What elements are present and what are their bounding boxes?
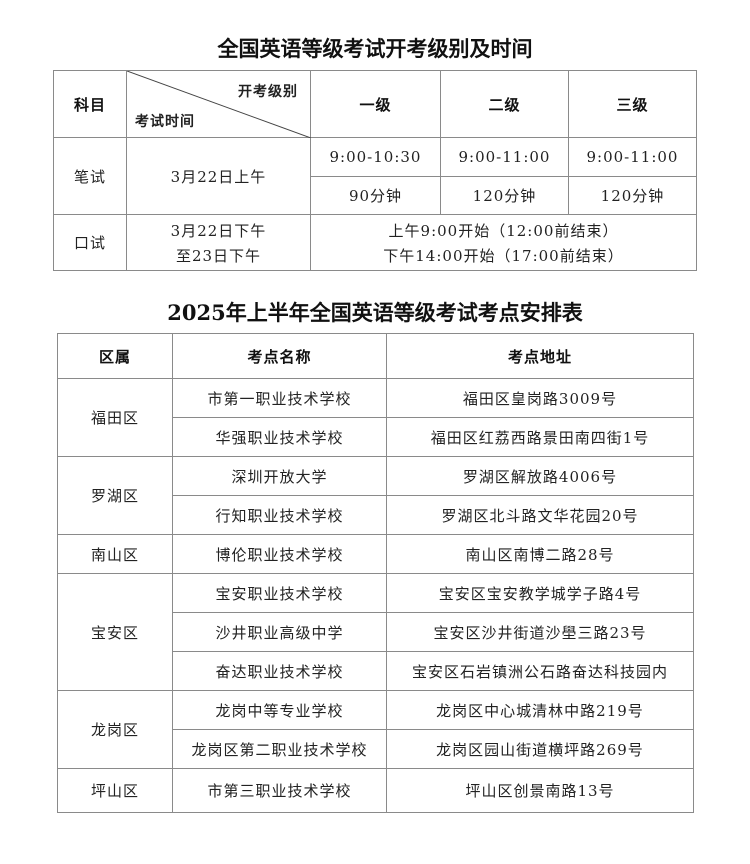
written-duration: 90分钟 xyxy=(310,176,441,215)
venue-address: 福田区红荔西路景田南四街1号 xyxy=(386,417,694,457)
written-date: 3月22日上午 xyxy=(126,137,311,215)
level-header: 二级 xyxy=(440,70,569,138)
venue-name: 市第一职业技术学校 xyxy=(172,378,387,418)
venue-address: 罗湖区北斗路文华花园20号 xyxy=(386,495,694,535)
table-row: 龙岗区第二职业技术学校 龙岗区园山街道横坪路269号 xyxy=(58,729,694,769)
written-time: 9:00-11:00 xyxy=(440,137,569,177)
table-row: 沙井职业高级中学 宝安区沙井街道沙壆三路23号 xyxy=(58,612,694,652)
table-row: 宝安区 宝安职业技术学校 宝安区宝安教学城学子路4号 xyxy=(57,573,694,691)
venue-name: 沙井职业高级中学 xyxy=(172,612,387,652)
table-row: 奋达职业技术学校 宝安区石岩镇洲公石路奋达科技园内 xyxy=(58,651,694,691)
oral-session: 上午9:00开始（12:00前结束） xyxy=(388,221,619,240)
venue-name-header: 考点名称 xyxy=(172,333,387,379)
schedule-table: 科目 开考级别 考试时间 一级 二级 三级 笔试 3月22日上午 9:00-10… xyxy=(53,70,697,271)
oral-sessions: 上午9:00开始（12:00前结束） 下午14:00开始（17:00前结束） xyxy=(310,214,697,271)
venue-address: 龙岗区园山街道横坪路269号 xyxy=(386,729,694,769)
venue-address: 龙岗区中心城清林中路219号 xyxy=(386,690,694,730)
venue-address: 坪山区创景南路13号 xyxy=(386,768,694,813)
oral-date: 3月22日下午 至23日下午 xyxy=(126,214,311,271)
written-time: 9:00-11:00 xyxy=(568,137,697,177)
venue-address: 南山区南博二路28号 xyxy=(386,534,694,574)
schedule-title: 全国英语等级考试开考级别及时间 xyxy=(217,36,533,61)
district-cell: 南山区 xyxy=(57,534,173,574)
oral-date-line: 3月22日下午 xyxy=(170,221,267,240)
written-subject: 笔试 xyxy=(53,137,127,215)
oral-row: 口试 3月22日下午 至23日下午 上午9:00开始（12:00前结束） 下午14:… xyxy=(53,214,697,271)
venue-name: 华强职业技术学校 xyxy=(172,417,387,457)
district-cell: 罗湖区 xyxy=(57,456,173,535)
table-row: 罗湖区 深圳开放大学 罗湖区解放路4006号 xyxy=(57,456,694,535)
district-cell: 福田区 xyxy=(57,378,173,457)
level-header: 三级 xyxy=(568,70,697,138)
venue-address: 宝安区沙井街道沙壆三路23号 xyxy=(386,612,694,652)
written-duration: 120分钟 xyxy=(440,176,569,215)
table-row: 坪山区 市第三职业技术学校 坪山区创景南路13号 xyxy=(57,768,694,813)
oral-date-line: 至23日下午 xyxy=(175,246,262,265)
level-header: 一级 xyxy=(310,70,441,138)
table-row: 龙岗区 龙岗中等专业学校 龙岗区中心城清林中路219号 xyxy=(57,690,694,769)
diagonal-line xyxy=(127,71,311,138)
venue-name: 深圳开放大学 xyxy=(172,456,387,496)
district-cell: 宝安区 xyxy=(57,573,173,691)
venue-address: 罗湖区解放路4006号 xyxy=(386,456,694,496)
district-cell: 龙岗区 xyxy=(57,690,173,769)
written-row: 笔试 3月22日上午 9:00-10:30 9:00-11:00 9:00-11… xyxy=(53,137,697,215)
table-row: 华强职业技术学校 福田区红荔西路景田南四街1号 xyxy=(58,417,694,457)
time-label: 考试时间 xyxy=(135,114,195,130)
venue-name: 市第三职业技术学校 xyxy=(172,768,387,813)
written-duration: 120分钟 xyxy=(568,176,697,215)
oral-session: 下午14:00开始（17:00前结束） xyxy=(383,246,624,265)
written-time: 9:00-10:30 xyxy=(310,137,441,177)
table-row: 福田区 市第一职业技术学校 福田区皇岗路3009号 xyxy=(57,378,694,457)
table-row: 南山区 博伦职业技术学校 南山区南博二路28号 xyxy=(57,534,694,574)
schedule-header-row: 科目 开考级别 考试时间 一级 二级 三级 xyxy=(53,70,697,138)
venue-address-header: 考点地址 xyxy=(386,333,694,379)
venue-name: 宝安职业技术学校 xyxy=(172,573,387,613)
venue-address: 宝安区宝安教学城学子路4号 xyxy=(386,573,694,613)
venue-name: 龙岗中等专业学校 xyxy=(172,690,387,730)
oral-subject: 口试 xyxy=(53,214,127,271)
venue-address: 宝安区石岩镇洲公石路奋达科技园内 xyxy=(386,651,694,691)
venues-title: 2025年上半年全国英语等级考试考点安排表 xyxy=(167,300,583,325)
venue-name: 博伦职业技术学校 xyxy=(172,534,387,574)
venue-name: 龙岗区第二职业技术学校 xyxy=(172,729,387,769)
venue-name: 行知职业技术学校 xyxy=(172,495,387,535)
district-header: 区属 xyxy=(57,333,173,379)
district-cell: 坪山区 xyxy=(57,768,173,813)
venue-address: 福田区皇岗路3009号 xyxy=(386,378,694,418)
level-label: 开考级别 xyxy=(238,84,298,100)
venues-table: 区属 考点名称 考点地址 福田区 市第一职业技术学校 福田区皇岗路3009号 华强职… xyxy=(57,333,694,813)
subject-header: 科目 xyxy=(53,70,127,138)
venues-header-row: 区属 考点名称 考点地址 xyxy=(57,333,694,379)
venue-name: 奋达职业技术学校 xyxy=(172,651,387,691)
diagonal-header-cell: 开考级别 考试时间 xyxy=(126,70,311,138)
